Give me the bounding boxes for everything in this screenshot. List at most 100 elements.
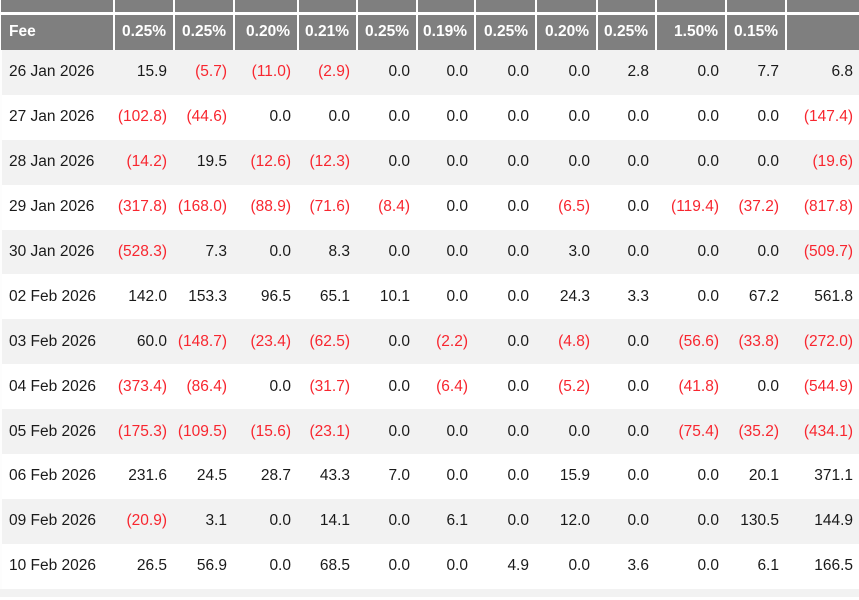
top-strip-cell (234, 0, 299, 15)
date-cell: 28 Jan 2026 (0, 139, 114, 185)
table-row: 04 Feb 2026 (373.4) (86.4) 0.0 (31.7) 0.0 (6.4… (0, 364, 859, 410)
top-strip-cell (656, 0, 727, 15)
top-strip-cell (786, 0, 859, 15)
value-cell: 0.0 (726, 139, 786, 185)
value-cell: 0.0 (536, 409, 597, 455)
value-cell: 43.3 (298, 454, 357, 499)
value-cell: 0.0 (597, 139, 656, 185)
value-cell: 0.0 (597, 229, 656, 275)
value-cell: 0.0 (656, 498, 726, 544)
value-cell: 371.1 (786, 454, 859, 499)
value-cell: 0.0 (656, 229, 726, 275)
value-cell: 0.0 (656, 94, 726, 140)
value-cell: 144.9 (786, 498, 859, 544)
top-strip-cell (357, 0, 418, 15)
value-cell: 153.3 (174, 274, 234, 320)
value-cell: 4.9 (475, 543, 536, 589)
value-cell: 0.0 (475, 274, 536, 320)
negative-value-cell: (88.9) (234, 184, 298, 230)
fee-percentage-header-cell: 0.21% (298, 13, 358, 50)
value-cell: 0.0 (357, 319, 417, 365)
value-cell: 0.0 (475, 319, 536, 365)
top-strip-cell (174, 0, 235, 15)
value-cell: 0.0 (536, 50, 597, 95)
fee-percentage-header-cell: 0.25% (114, 13, 175, 50)
value-cell: 7.0 (357, 454, 417, 499)
value-cell: 24.5 (174, 454, 234, 499)
value-cell: 3.6 (597, 543, 656, 589)
top-strip-row (1, 0, 859, 15)
negative-value-cell: (8.4) (357, 184, 417, 230)
value-cell: 60.0 (114, 319, 174, 365)
fee-header-cell: Fee (1, 13, 115, 50)
value-cell: 0.0 (656, 50, 726, 95)
top-strip-cell (536, 0, 598, 15)
date-cell: 10 Feb 2026 (0, 543, 114, 589)
fee-percentage-header-cell: 0.25% (174, 13, 235, 50)
negative-value-cell: (102.8) (114, 94, 174, 140)
value-cell: 0.0 (536, 543, 597, 589)
header-row: Fee 0.25% 0.25% 0.20% 0.21% 0.25% 0.19% 0.25% 0.… (1, 13, 859, 50)
date-cell: 27 Jan 2026 (0, 94, 114, 140)
value-cell: 0.0 (475, 364, 536, 410)
value-cell: 14.1 (298, 498, 357, 544)
negative-value-cell: (14.2) (114, 139, 174, 185)
value-cell: 0.0 (656, 139, 726, 185)
value-cell: 6.1 (726, 543, 786, 589)
negative-value-cell: (2.2) (417, 319, 475, 365)
date-cell: 02 Feb 2026 (0, 274, 114, 320)
value-cell: 0.0 (234, 364, 298, 410)
date-cell: 03 Feb 2026 (0, 319, 114, 365)
negative-value-cell: (33.8) (726, 319, 786, 365)
value-cell: 15.9 (536, 454, 597, 499)
value-cell: 20.1 (726, 454, 786, 499)
negative-value-cell: (41.8) (656, 364, 726, 410)
value-cell: 3.3 (597, 274, 656, 320)
value-cell: 67.2 (726, 274, 786, 320)
value-cell: 0.0 (234, 498, 298, 544)
value-cell: 0.0 (357, 409, 417, 455)
value-cell: 56.9 (174, 543, 234, 589)
value-cell: 0.0 (417, 139, 475, 185)
negative-value-cell: (544.9) (786, 364, 859, 410)
negative-value-cell: (6.5) (536, 184, 597, 230)
value-cell: 7.7 (726, 50, 786, 95)
value-cell: 0.0 (597, 319, 656, 365)
value-cell: 7.3 (174, 229, 234, 275)
value-cell: 0.0 (357, 498, 417, 544)
value-cell: 130.5 (726, 498, 786, 544)
fee-percentage-header-cell: 0.25% (475, 13, 537, 50)
value-cell: 0.0 (234, 94, 298, 140)
top-strip-cell (597, 0, 657, 15)
value-cell: 0.0 (417, 454, 475, 499)
value-cell: 10.1 (357, 274, 417, 320)
value-cell: 231.6 (114, 454, 174, 499)
value-cell: 0.0 (475, 139, 536, 185)
value-cell: 561.8 (786, 274, 859, 320)
value-cell: 0.0 (417, 50, 475, 95)
table-row: 30 Jan 2026 (528.3) 7.3 0.0 8.3 0.0 0.0 0.0 3.0 0… (0, 229, 859, 275)
value-cell: 0.0 (656, 274, 726, 320)
value-cell: 0.0 (357, 50, 417, 95)
value-cell: 3.1 (174, 498, 234, 544)
negative-value-cell: (148.7) (174, 319, 234, 365)
negative-value-cell: (6.4) (417, 364, 475, 410)
value-cell: 0.0 (357, 94, 417, 140)
negative-value-cell: (12.3) (298, 139, 357, 185)
negative-value-cell: (434.1) (786, 409, 859, 455)
negative-value-cell: (175.3) (114, 409, 174, 455)
value-cell: 24.3 (536, 274, 597, 320)
negative-value-cell: (2.9) (298, 50, 357, 95)
negative-value-cell: (12.6) (234, 139, 298, 185)
value-cell: 0.0 (597, 364, 656, 410)
negative-value-cell: (86.4) (174, 364, 234, 410)
negative-value-cell: (44.6) (174, 94, 234, 140)
negative-value-cell: (373.4) (114, 364, 174, 410)
negative-value-cell: (62.5) (298, 319, 357, 365)
negative-value-cell: (817.8) (786, 184, 859, 230)
table-row: 03 Feb 2026 60.0 (148.7) (23.4) (62.5) 0.0 (2.… (0, 319, 859, 365)
value-cell: 0.0 (597, 454, 656, 499)
table-row: 10 Feb 2026 26.5 56.9 0.0 68.5 0.0 0.0 4.9 0.0 3.… (0, 543, 859, 589)
value-cell: 6.1 (417, 498, 475, 544)
value-cell: 68.5 (298, 543, 357, 589)
